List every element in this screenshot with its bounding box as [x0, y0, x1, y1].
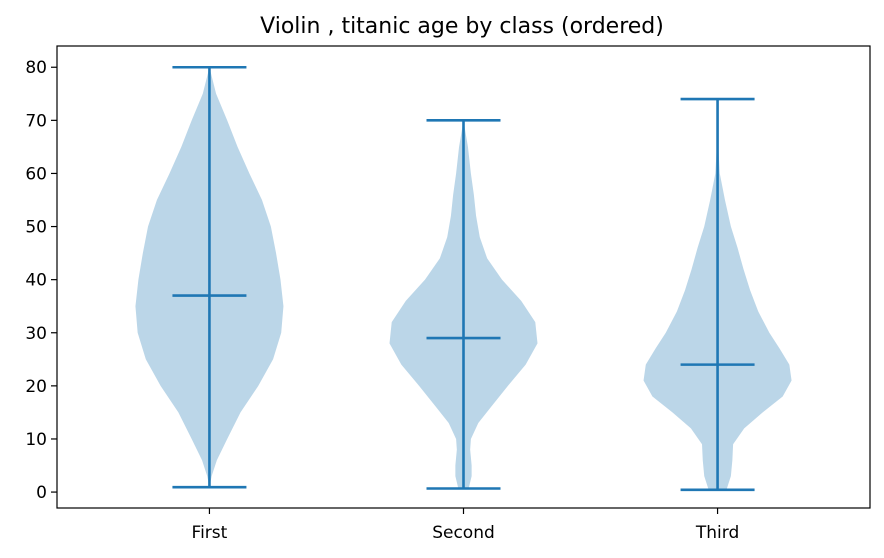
y-tick-label: 50: [25, 218, 47, 238]
chart-title: Violin , titanic age by class (ordered): [260, 14, 664, 39]
y-tick-label: 80: [25, 58, 47, 78]
y-tick-label: 40: [25, 271, 47, 291]
y-tick-label: 30: [25, 324, 47, 344]
violin-third: [643, 97, 792, 492]
y-tick-label: 20: [25, 377, 47, 397]
x-tick-label: Third: [695, 523, 739, 543]
y-tick-label: 0: [36, 483, 47, 503]
plot-frame: [56, 45, 871, 509]
violin-second: [389, 119, 538, 490]
violin-first: [135, 65, 284, 489]
x-tick-label: Second: [432, 523, 495, 543]
x-axis: First Second Third: [192, 508, 739, 543]
y-axis: 0 10 20 30 40 50 60 70 80: [25, 58, 57, 503]
violin-group: [135, 65, 792, 492]
y-tick-label: 70: [25, 111, 47, 131]
y-tick-label: 60: [25, 164, 47, 184]
x-tick-label: First: [192, 523, 228, 543]
y-tick-label: 10: [25, 430, 47, 450]
